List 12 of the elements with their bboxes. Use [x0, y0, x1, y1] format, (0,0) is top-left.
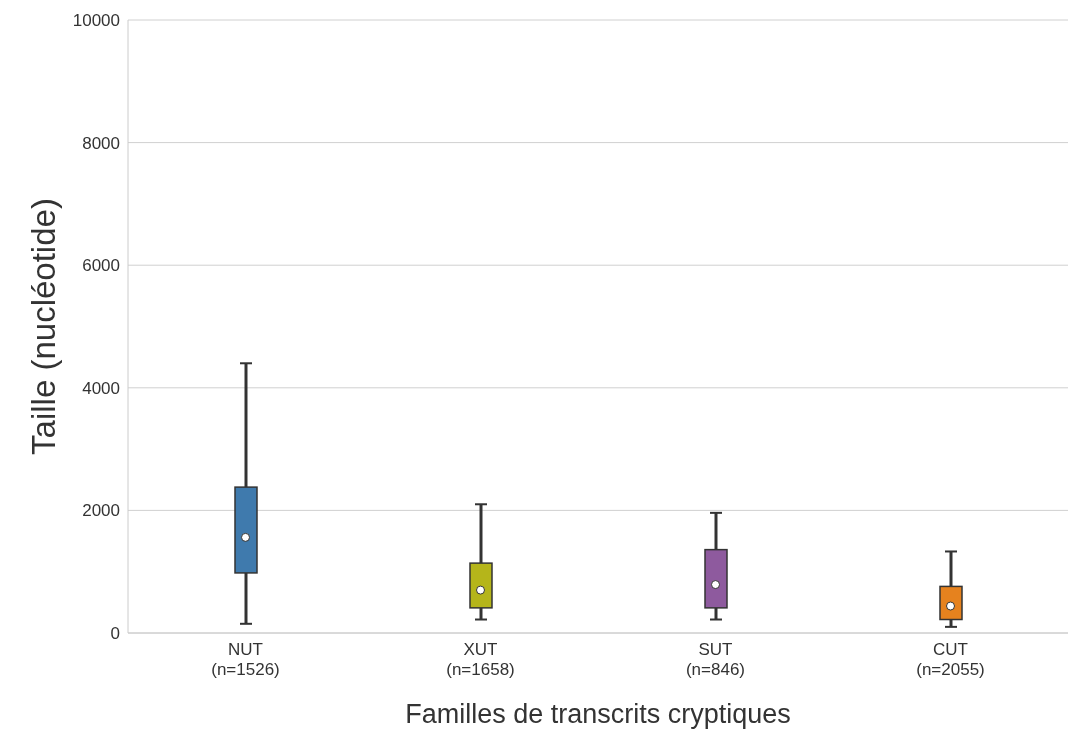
- y-tick-label: 10000: [72, 11, 120, 31]
- x-tick-label: XUT (n=1658): [446, 640, 515, 679]
- x-tick-label: NUT (n=1526): [211, 640, 280, 679]
- x-tick-label: CUT (n=2055): [916, 640, 985, 679]
- y-tick-label: 4000: [82, 378, 120, 398]
- y-tick-label: 2000: [82, 501, 120, 521]
- y-tick-label: 0: [110, 624, 120, 644]
- y-tick-label: 6000: [82, 256, 120, 276]
- x-tick-label: SUT (n=846): [685, 640, 746, 679]
- y-axis-title: Taille (nucléotide): [24, 198, 62, 455]
- x-axis-title: Familles de transcrits cryptiques: [405, 699, 791, 729]
- y-tick-label: 8000: [82, 133, 120, 153]
